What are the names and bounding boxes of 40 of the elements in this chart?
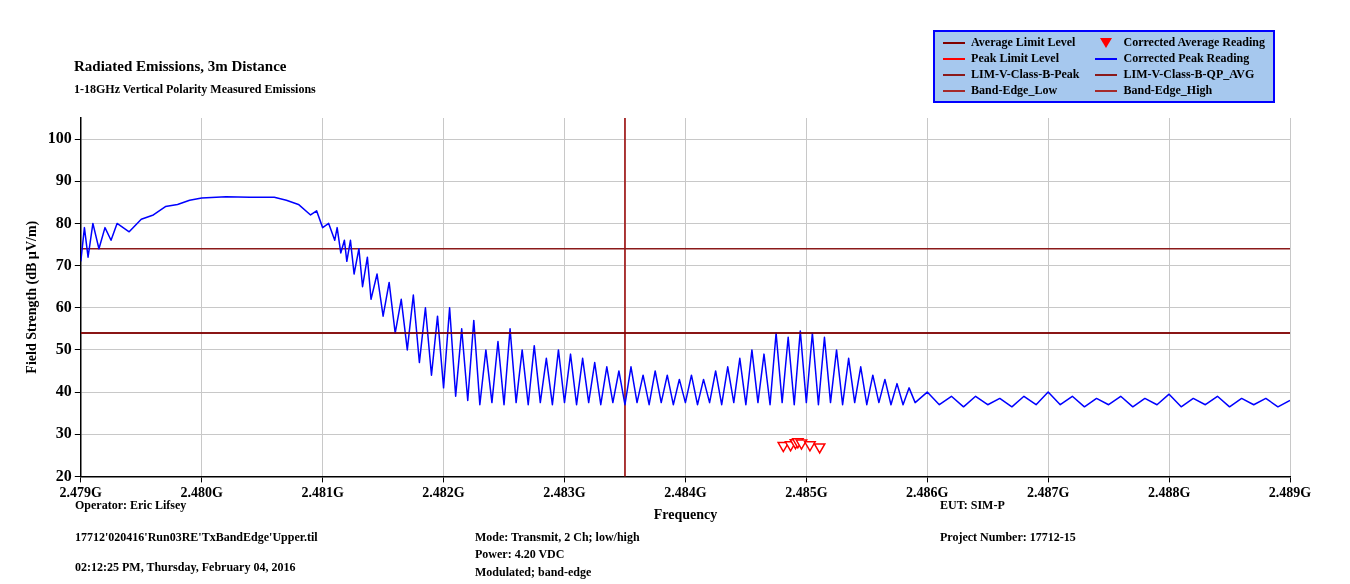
chart-subtitle: 1-18GHz Vertical Polarity Measured Emissions xyxy=(74,82,316,97)
legend-label: Corrected Average Reading xyxy=(1123,35,1265,50)
text: Modulated; band-edge xyxy=(475,565,592,580)
y-tick-label: 60 xyxy=(55,297,72,315)
x-tick-label: 2.488G xyxy=(1147,485,1191,501)
legend-label: LIM-V-Class-B-Peak xyxy=(971,67,1080,82)
legend-label: Corrected Peak Reading xyxy=(1123,51,1250,66)
x-axis-title: Frequency xyxy=(653,507,718,523)
x-tick-label: 2.486G xyxy=(906,485,949,501)
text: Power: 4.20 VDC xyxy=(475,547,565,562)
x-tick-label: 2.489G xyxy=(1268,485,1312,501)
text: EUT: SIM-P xyxy=(940,498,1005,513)
y-tick-label: 90 xyxy=(55,171,72,189)
text: 02:12:25 PM, Thursday, February 04, 2016 xyxy=(75,560,296,575)
x-tick-label: 2.484G xyxy=(664,485,707,501)
text: Project Number: 17712-15 xyxy=(940,530,1076,545)
legend-label: Band-Edge_High xyxy=(1123,83,1213,98)
text: Mode: Transmit, 2 Ch; low/high xyxy=(475,530,640,545)
legend-label: Band-Edge_Low xyxy=(971,83,1058,98)
legend-label: Average Limit Level xyxy=(971,35,1076,50)
chart-title: Radiated Emissions, 3m Distance xyxy=(74,58,287,75)
y-tick-label: 50 xyxy=(55,340,72,358)
x-tick-label: 2.483G xyxy=(543,485,586,501)
legend-label: LIM-V-Class-B-QP_AVG xyxy=(1123,67,1255,82)
y-tick-label: 80 xyxy=(55,213,72,231)
text: Operator: Eric Lifsey xyxy=(75,498,187,513)
x-tick-label: 2.487G xyxy=(1026,485,1070,501)
text: 17712'020416'Run03RE'TxBandEdge'Upper.til xyxy=(75,530,318,545)
y-tick-label: 30 xyxy=(55,424,72,442)
y-tick-label: 40 xyxy=(55,382,72,400)
x-tick-label: 2.485G xyxy=(785,485,828,501)
y-tick-label: 20 xyxy=(55,466,72,484)
x-tick-label: 2.479G xyxy=(59,485,103,501)
y-tick-label: 70 xyxy=(55,255,72,273)
x-tick-label: 2.481G xyxy=(301,485,344,501)
x-tick-label: 2.480G xyxy=(180,485,224,501)
y-axis-title: Field Strength (dB µV/m) xyxy=(24,220,41,374)
x-tick-label: 2.482G xyxy=(422,485,465,501)
y-tick-label: 100 xyxy=(47,129,72,147)
legend-label: Peak Limit Level xyxy=(971,51,1060,66)
